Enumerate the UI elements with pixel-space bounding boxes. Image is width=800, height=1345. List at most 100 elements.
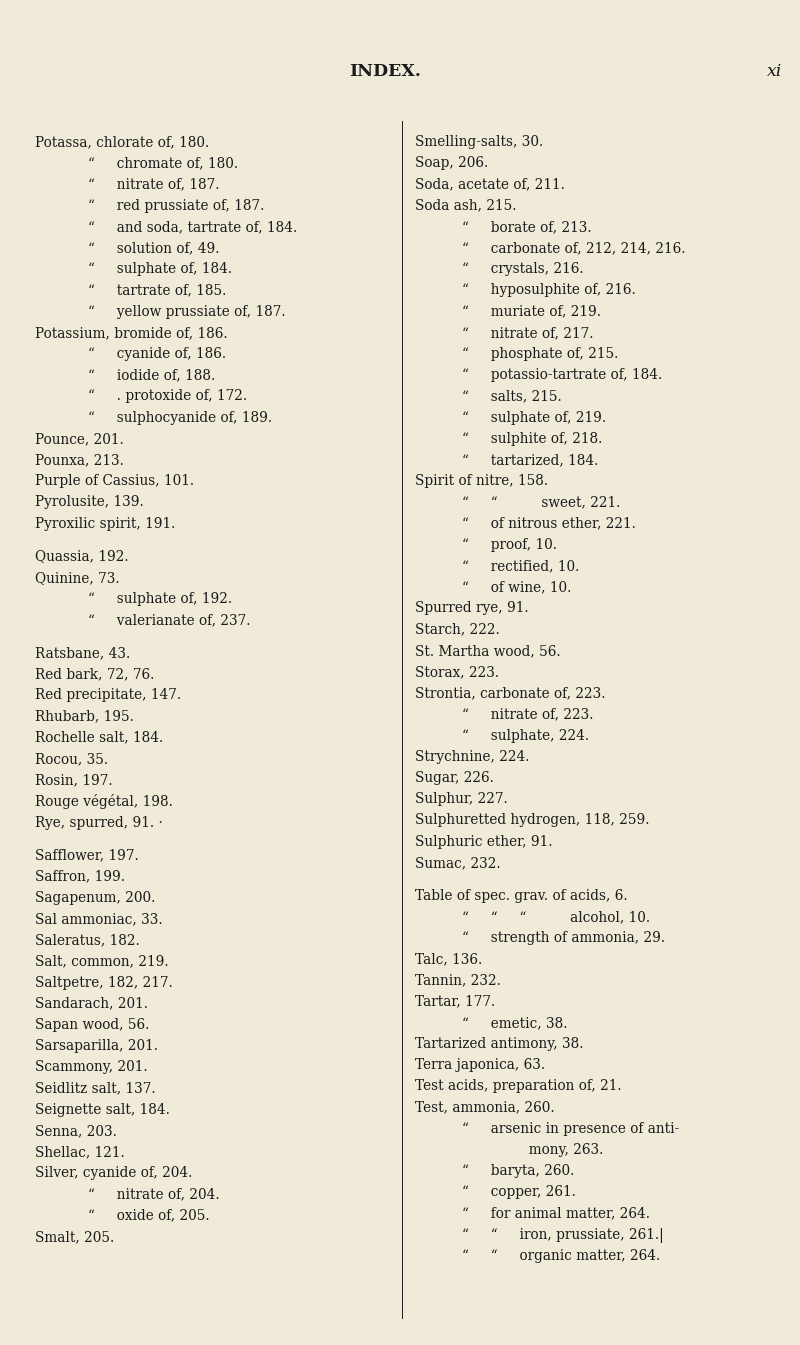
Text: “     of nitrous ether, 221.: “ of nitrous ether, 221. [462,516,636,530]
Text: Saleratus, 182.: Saleratus, 182. [35,933,140,947]
Text: Sapan wood, 56.: Sapan wood, 56. [35,1018,150,1032]
Text: Salt, common, 219.: Salt, common, 219. [35,955,169,968]
Text: Test, ammonia, 260.: Test, ammonia, 260. [415,1100,554,1115]
Text: xi: xi [767,63,782,79]
Text: Rouge végétal, 198.: Rouge végétal, 198. [35,795,173,810]
Text: “     tartrate of, 185.: “ tartrate of, 185. [88,284,226,297]
Text: Quinine, 73.: Quinine, 73. [35,570,120,585]
Text: “     “          sweet, 221.: “ “ sweet, 221. [462,495,620,510]
Text: Strychnine, 224.: Strychnine, 224. [415,749,530,764]
Text: “     iodide of, 188.: “ iodide of, 188. [88,369,215,382]
Text: “     “     organic matter, 264.: “ “ organic matter, 264. [462,1250,660,1263]
Text: Purple of Cassius, 101.: Purple of Cassius, 101. [35,475,194,488]
Text: “     of wine, 10.: “ of wine, 10. [462,580,571,594]
Text: Silver, cyanide of, 204.: Silver, cyanide of, 204. [35,1166,192,1181]
Text: Red precipitate, 147.: Red precipitate, 147. [35,689,181,702]
Text: Pyroxilic spirit, 191.: Pyroxilic spirit, 191. [35,516,175,530]
Text: mony, 263.: mony, 263. [485,1143,603,1157]
Text: Quassia, 192.: Quassia, 192. [35,550,129,564]
Text: Saffron, 199.: Saffron, 199. [35,870,125,884]
Text: Talc, 136.: Talc, 136. [415,952,482,966]
Text: Terra japonica, 63.: Terra japonica, 63. [415,1059,545,1072]
Text: Seignette salt, 184.: Seignette salt, 184. [35,1103,170,1116]
Text: “     red prussiate of, 187.: “ red prussiate of, 187. [88,199,264,213]
Text: Red bark, 72, 76.: Red bark, 72, 76. [35,667,154,681]
Text: “     sulphate of, 219.: “ sulphate of, 219. [462,410,606,425]
Text: Rochelle salt, 184.: Rochelle salt, 184. [35,730,163,745]
Text: Sumac, 232.: Sumac, 232. [415,855,501,870]
Text: Smelling-salts, 30.: Smelling-salts, 30. [415,134,543,149]
Text: “     nitrate of, 204.: “ nitrate of, 204. [88,1188,220,1201]
Text: “     hyposulphite of, 216.: “ hyposulphite of, 216. [462,284,636,297]
Text: Potassa, chlorate of, 180.: Potassa, chlorate of, 180. [35,134,210,149]
Text: Spurred rye, 91.: Spurred rye, 91. [415,601,529,616]
Text: “     nitrate of, 187.: “ nitrate of, 187. [88,178,219,191]
Text: “     potassio-tartrate of, 184.: “ potassio-tartrate of, 184. [462,369,662,382]
Text: “     strength of ammonia, 29.: “ strength of ammonia, 29. [462,931,665,946]
Text: Scammony, 201.: Scammony, 201. [35,1060,148,1075]
Text: Sugar, 226.: Sugar, 226. [415,771,494,785]
Text: Sandarach, 201.: Sandarach, 201. [35,997,148,1011]
Text: “     solution of, 49.: “ solution of, 49. [88,241,219,256]
Text: Seidlitz salt, 137.: Seidlitz salt, 137. [35,1081,156,1096]
Text: “     sulphate of, 192.: “ sulphate of, 192. [88,592,232,605]
Text: “     emetic, 38.: “ emetic, 38. [462,1015,567,1030]
Text: Saltpetre, 182, 217.: Saltpetre, 182, 217. [35,975,173,990]
Text: Safflower, 197.: Safflower, 197. [35,849,138,862]
Text: Starch, 222.: Starch, 222. [415,623,500,636]
Text: “     nitrate of, 223.: “ nitrate of, 223. [462,707,594,721]
Text: Sal ammoniac, 33.: Sal ammoniac, 33. [35,912,162,925]
Text: Potassium, bromide of, 186.: Potassium, bromide of, 186. [35,325,228,340]
Text: “     crystals, 216.: “ crystals, 216. [462,262,584,276]
Text: Sagapenum, 200.: Sagapenum, 200. [35,890,155,905]
Text: Rosin, 197.: Rosin, 197. [35,773,113,787]
Text: “     salts, 215.: “ salts, 215. [462,390,562,403]
Text: Pounce, 201.: Pounce, 201. [35,432,124,445]
Text: Tartarized antimony, 38.: Tartarized antimony, 38. [415,1037,583,1050]
Text: Tannin, 232.: Tannin, 232. [415,974,501,987]
Text: “     muriate of, 219.: “ muriate of, 219. [462,304,601,319]
Text: “     phosphate of, 215.: “ phosphate of, 215. [462,347,618,360]
Text: “     sulphocyanide of, 189.: “ sulphocyanide of, 189. [88,410,272,425]
Text: “     cyanide of, 186.: “ cyanide of, 186. [88,347,226,360]
Text: Smalt, 205.: Smalt, 205. [35,1229,114,1244]
Text: INDEX.: INDEX. [349,63,421,79]
Text: Tartar, 177.: Tartar, 177. [415,995,495,1009]
Text: “     “     “          alcohol, 10.: “ “ “ alcohol, 10. [462,909,650,924]
Text: “     tartarized, 184.: “ tartarized, 184. [462,453,598,467]
Text: Shellac, 121.: Shellac, 121. [35,1145,125,1159]
Text: “     copper, 261.: “ copper, 261. [462,1185,576,1200]
Text: “     borate of, 213.: “ borate of, 213. [462,219,592,234]
Text: Soda, acetate of, 211.: Soda, acetate of, 211. [415,178,565,191]
Text: “     sulphite of, 218.: “ sulphite of, 218. [462,432,602,445]
Text: Sulphur, 227.: Sulphur, 227. [415,792,508,806]
Text: “     and soda, tartrate of, 184.: “ and soda, tartrate of, 184. [88,219,298,234]
Text: Sulphuretted hydrogen, 118, 259.: Sulphuretted hydrogen, 118, 259. [415,814,650,827]
Text: “     sulphate, 224.: “ sulphate, 224. [462,729,589,742]
Text: Rhubarb, 195.: Rhubarb, 195. [35,710,134,724]
Text: Pyrolusite, 139.: Pyrolusite, 139. [35,495,144,510]
Text: Rocou, 35.: Rocou, 35. [35,752,108,765]
Text: Test acids, preparation of, 21.: Test acids, preparation of, 21. [415,1080,622,1093]
Text: “     carbonate of, 212, 214, 216.: “ carbonate of, 212, 214, 216. [462,241,686,256]
Text: Soap, 206.: Soap, 206. [415,156,488,171]
Text: Sulphuric ether, 91.: Sulphuric ether, 91. [415,835,553,849]
Text: “     nitrate of, 217.: “ nitrate of, 217. [462,325,594,340]
Text: Storax, 223.: Storax, 223. [415,664,499,679]
Text: Soda ash, 215.: Soda ash, 215. [415,199,517,213]
Text: “     “     iron, prussiate, 261.|: “ “ iron, prussiate, 261.| [462,1228,664,1243]
Text: “     proof, 10.: “ proof, 10. [462,538,557,551]
Text: Pounxa, 213.: Pounxa, 213. [35,453,124,467]
Text: “     yellow prussiate of, 187.: “ yellow prussiate of, 187. [88,304,286,319]
Text: “     rectified, 10.: “ rectified, 10. [462,560,579,573]
Text: Rye, spurred, 91. ·: Rye, spurred, 91. · [35,815,162,830]
Text: “     baryta, 260.: “ baryta, 260. [462,1165,574,1178]
Text: “     valerianate of, 237.: “ valerianate of, 237. [88,613,250,627]
Text: Table of spec. grav. of acids, 6.: Table of spec. grav. of acids, 6. [415,889,628,902]
Text: “     for animal matter, 264.: “ for animal matter, 264. [462,1206,650,1221]
Text: “     . protoxide of, 172.: “ . protoxide of, 172. [88,390,247,403]
Text: Spirit of nitre, 158.: Spirit of nitre, 158. [415,475,548,488]
Text: “     oxide of, 205.: “ oxide of, 205. [88,1209,210,1223]
Text: Senna, 203.: Senna, 203. [35,1124,117,1138]
Text: Sarsaparilla, 201.: Sarsaparilla, 201. [35,1040,158,1053]
